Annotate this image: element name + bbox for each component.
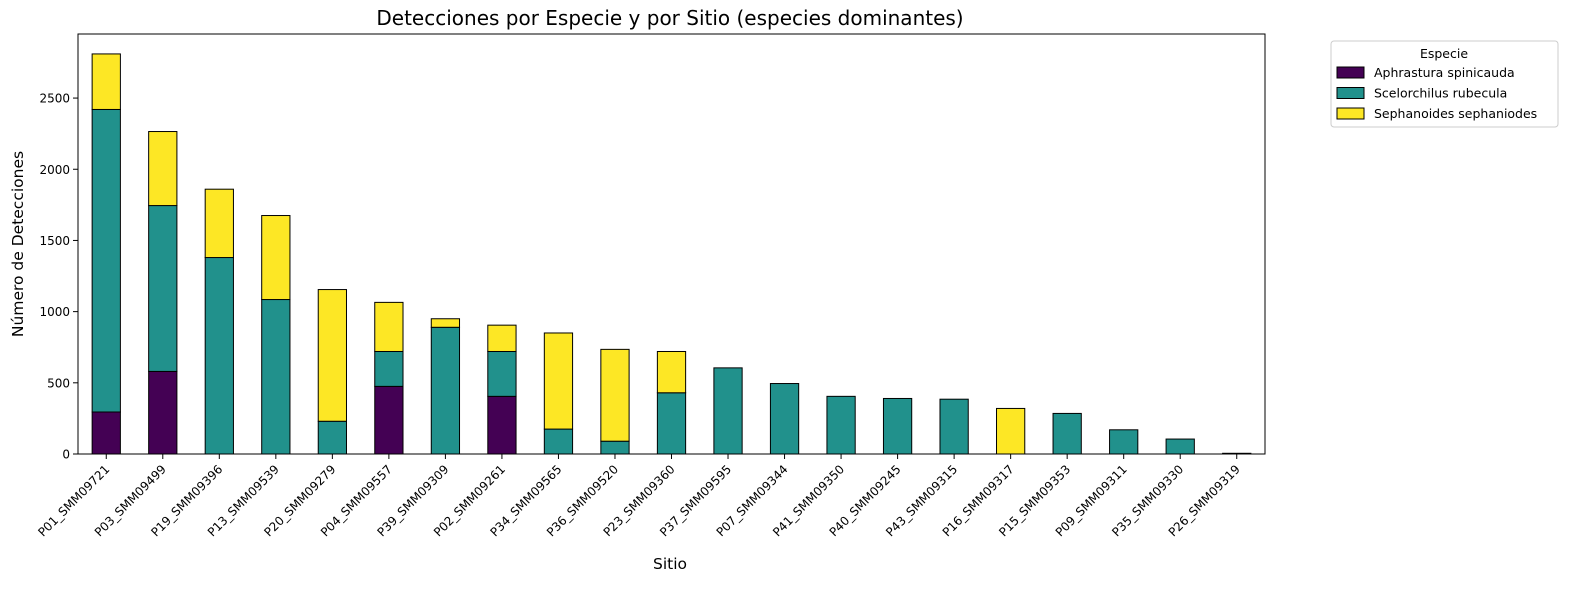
legend-label: Aphrastura spinicauda <box>1374 65 1515 80</box>
bar-segment <box>1165 438 1195 455</box>
bar-segment <box>317 289 347 422</box>
bar-segment <box>656 350 687 394</box>
bar-segment <box>543 428 574 455</box>
plot-area <box>91 53 1252 455</box>
bar-segment <box>600 348 630 442</box>
legend-label: Scelorchilus rubecula <box>1374 86 1507 101</box>
legend-title: Especie <box>1420 46 1468 61</box>
legend-frame <box>1330 40 1559 128</box>
legend: Especie Aphrastura spinicauda Scelorchilu… <box>1330 40 1559 128</box>
bar-segment <box>91 108 121 413</box>
legend-swatch <box>1336 87 1365 99</box>
bar-segment <box>430 318 461 328</box>
bar-segment <box>204 257 234 455</box>
bar-segment <box>148 370 178 455</box>
bar-segment <box>487 350 517 397</box>
chart-title: Detecciones por Especie y por Sitio (esp… <box>376 6 963 30</box>
y-tick-label: 2000 <box>39 163 70 177</box>
bar-segment <box>374 385 404 455</box>
y-tick-label: 1500 <box>39 234 70 248</box>
legend-swatch <box>1336 66 1365 79</box>
bar-segment <box>91 411 121 455</box>
legend-swatch <box>1336 107 1365 120</box>
bar-segment <box>769 383 800 455</box>
bar-segment <box>656 392 687 455</box>
bar-segment <box>1109 429 1139 455</box>
bar-segment <box>317 420 347 455</box>
bar-segment <box>148 205 178 372</box>
bar-segment <box>487 395 517 455</box>
bar-segment <box>261 215 291 301</box>
y-tick-label: 0 <box>62 448 70 462</box>
bar-segment <box>1052 412 1082 455</box>
y-tick-label: 1000 <box>39 305 70 319</box>
x-axis-label: Sitio <box>653 555 687 573</box>
bar-segment <box>826 395 856 455</box>
y-tick-label: 500 <box>47 376 70 390</box>
bar-segment <box>91 53 121 110</box>
legend-label: Sephanoides sephaniodes <box>1374 106 1537 121</box>
bar-segment <box>939 398 969 455</box>
bar-segment <box>374 350 404 387</box>
bar-segment <box>996 407 1026 455</box>
bar-segment <box>487 324 517 352</box>
bar-segment <box>882 397 913 455</box>
bar-segment <box>713 367 743 455</box>
bar-segment <box>430 326 461 455</box>
bar-segment <box>543 332 574 430</box>
y-tick-label: 2500 <box>39 92 70 106</box>
bar-segment <box>148 131 178 207</box>
bar-segment <box>261 299 291 455</box>
legend-items: Aphrastura spinicauda Scelorchilus rubecu… <box>1336 65 1537 121</box>
y-axis-label: Número de Detecciones <box>9 151 27 337</box>
bar-segment <box>204 188 234 259</box>
y-axis: 0 500 1000 1500 2000 2500 <box>39 92 78 462</box>
bar-segment <box>600 440 630 455</box>
bar-segment <box>374 301 404 352</box>
